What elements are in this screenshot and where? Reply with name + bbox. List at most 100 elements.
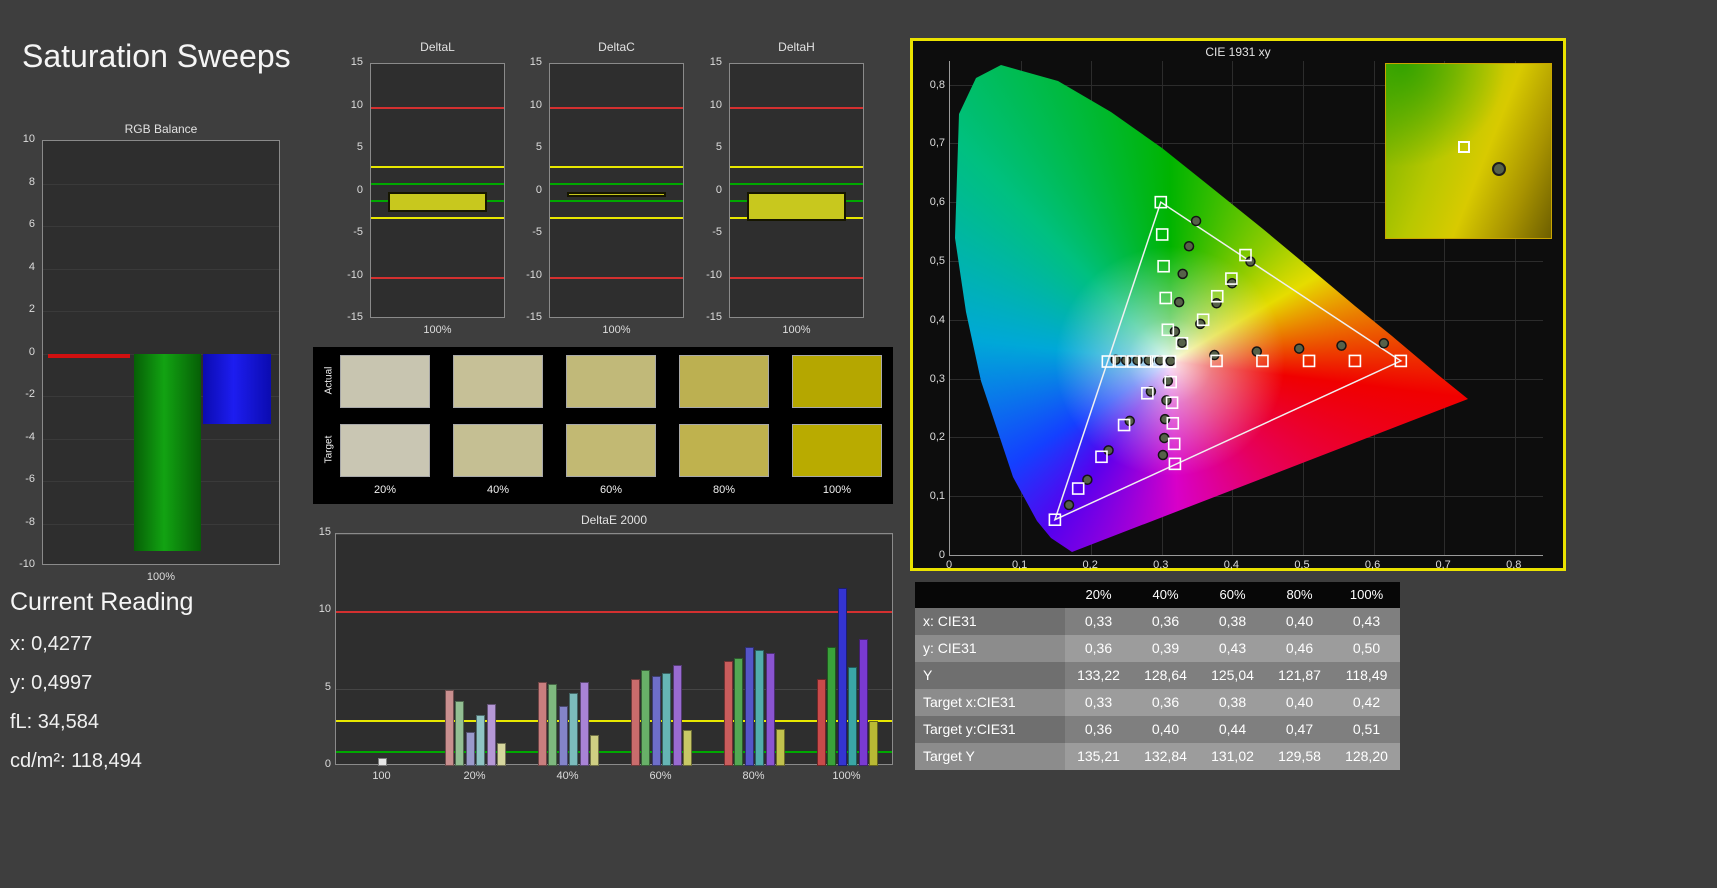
y-tick-label: 5 bbox=[715, 141, 722, 153]
swatch-target-20% bbox=[340, 424, 430, 477]
y-tick-label: 10 bbox=[318, 603, 331, 616]
delta-e-2000-chart: DeltaE 2000 0 5 10 15 100 20% 40% 60% 80% 100% bbox=[318, 510, 900, 788]
delta-e-bar bbox=[765, 653, 775, 766]
ref-line-red bbox=[336, 611, 892, 614]
y-gridline bbox=[43, 311, 279, 312]
y-tick-label: 0 bbox=[28, 345, 35, 358]
table-row-label: x: CIE31 bbox=[915, 608, 1065, 635]
ref-line-red bbox=[730, 106, 863, 109]
y-tick-label: 0,8 bbox=[929, 78, 945, 91]
y-tick-label: 0,5 bbox=[929, 254, 945, 267]
x-axis-label: 100% bbox=[423, 324, 452, 336]
y-tick-label: -5 bbox=[532, 226, 542, 238]
swatch-col-label: 20% bbox=[373, 484, 397, 496]
table-value-cell: 131,02 bbox=[1199, 743, 1266, 770]
table-value-cell: 0,43 bbox=[1333, 608, 1400, 635]
x-tick-label: 0,7 bbox=[1435, 559, 1451, 571]
y-tick-label: 2 bbox=[28, 303, 35, 315]
ref-line-red bbox=[371, 106, 504, 109]
delta-e-bar bbox=[776, 728, 786, 766]
ref-line-red bbox=[371, 276, 504, 279]
table-row: Target x:CIE31 0,33 0,36 0,38 0,40 0,42 bbox=[915, 689, 1400, 716]
delta-e-bar bbox=[558, 705, 568, 766]
table-row: x: CIE31 0,33 0,36 0,38 0,40 0,43 bbox=[915, 608, 1400, 635]
y-tick-label: 8 bbox=[28, 175, 35, 188]
swatch-actual-20% bbox=[340, 355, 430, 408]
swatch-row-label-target: Target bbox=[323, 435, 335, 464]
x-group-label: 60% bbox=[649, 770, 672, 782]
current-reading-cdm2: cd/m²: 118,494 bbox=[10, 750, 142, 772]
delta-e-bar bbox=[723, 660, 733, 766]
inset-target-square bbox=[1457, 140, 1470, 153]
ref-line-green bbox=[730, 183, 863, 185]
table-value-cell: 0,33 bbox=[1065, 689, 1132, 716]
swatch-col-label: 40% bbox=[486, 484, 510, 496]
y-tick-label: 10 bbox=[529, 98, 542, 111]
ref-line-green bbox=[550, 183, 683, 185]
ref-line-yellow bbox=[550, 166, 683, 168]
delta-e-bar bbox=[837, 588, 847, 766]
bar-red bbox=[47, 353, 131, 358]
grid-h bbox=[950, 84, 1543, 86]
delta_h-plot bbox=[729, 63, 864, 318]
x-tick-label: 0,3 bbox=[1153, 559, 1169, 571]
ref-line-green bbox=[336, 750, 892, 753]
y-tick-label: 0,2 bbox=[929, 431, 945, 444]
rgb-balance-chart: RGB Balance -10 -8 -6 -4 -2 0 2 4 6 8 10 100% bbox=[10, 118, 300, 593]
delta-e-bar bbox=[827, 646, 837, 766]
cie-title: CIE 1931 xy bbox=[1205, 45, 1271, 59]
table-header-cell: 100% bbox=[1349, 587, 1384, 602]
swatch-actual-60% bbox=[566, 355, 656, 408]
table-value-cell: 125,04 bbox=[1199, 662, 1266, 689]
delta-e-bar bbox=[444, 690, 454, 766]
delta-e-bar bbox=[858, 639, 868, 766]
delta-e-bar bbox=[497, 742, 507, 766]
y-tick-label: 0 bbox=[356, 183, 363, 196]
gamut-triangle bbox=[1053, 200, 1403, 522]
y-tick-label: 0 bbox=[715, 183, 722, 196]
y-tick-label: -6 bbox=[25, 473, 35, 485]
delta-e-bar bbox=[744, 646, 754, 766]
table-value-cell: 0,33 bbox=[1065, 608, 1132, 635]
current-reading-panel: Current Reading x: 0,4277 y: 0,4997 fL: … bbox=[10, 588, 310, 789]
x-group-label: 80% bbox=[742, 770, 765, 782]
table-value-cell: 133,22 bbox=[1065, 662, 1132, 689]
y-tick-label: 0,6 bbox=[929, 196, 945, 209]
y-gridline bbox=[336, 534, 892, 535]
delta-e-bar bbox=[683, 730, 693, 766]
y-gridline bbox=[336, 688, 892, 690]
y-tick-label: 0,3 bbox=[929, 372, 945, 385]
delta-e-bar bbox=[816, 679, 826, 766]
grid-h bbox=[950, 143, 1543, 145]
table-header-row: 20% 40% 60% 80% 100% bbox=[915, 582, 1400, 608]
current-reading-heading: Current Reading bbox=[10, 588, 194, 616]
delta-l-title: DeltaL bbox=[420, 40, 455, 54]
x-axis-label: 100% bbox=[782, 324, 811, 336]
delta_h-bar bbox=[747, 191, 846, 222]
bar-green bbox=[133, 353, 202, 552]
delta-e-bar bbox=[465, 731, 475, 766]
y-tick-label: -10 bbox=[19, 558, 35, 570]
table-row: Target Y 135,21 132,84 131,02 129,58 128,20 bbox=[915, 743, 1400, 770]
y-tick-label: 5 bbox=[324, 680, 331, 693]
current-reading-y: y: 0,4997 bbox=[10, 672, 93, 694]
bar-blue bbox=[203, 353, 271, 424]
current-reading-fl: fL: 34,584 bbox=[10, 711, 99, 733]
rgb-balance-plot bbox=[42, 140, 280, 565]
swatch-actual-100% bbox=[792, 355, 882, 408]
y-tick-label: -15 bbox=[526, 311, 542, 323]
delta-e-bar bbox=[755, 650, 765, 766]
ref-line-yellow bbox=[371, 166, 504, 168]
x-group-label: 100% bbox=[832, 770, 861, 782]
table-value-cell: 121,87 bbox=[1266, 662, 1333, 689]
y-tick-label: -15 bbox=[706, 311, 722, 323]
grid-h bbox=[950, 496, 1543, 498]
delta-l-chart: DeltaL -15 -10 -5 0 5 10 15 100% bbox=[340, 40, 512, 342]
table-value-cell: 128,20 bbox=[1333, 743, 1400, 770]
delta-e-bar bbox=[537, 682, 547, 766]
table-value-cell: 0,43 bbox=[1199, 635, 1266, 662]
x-tick-label: 0,2 bbox=[1082, 559, 1098, 571]
cie-points-overlay bbox=[1048, 195, 1408, 527]
swatch-col-label: 100% bbox=[822, 484, 852, 496]
table-value-cell: 0,38 bbox=[1199, 608, 1266, 635]
